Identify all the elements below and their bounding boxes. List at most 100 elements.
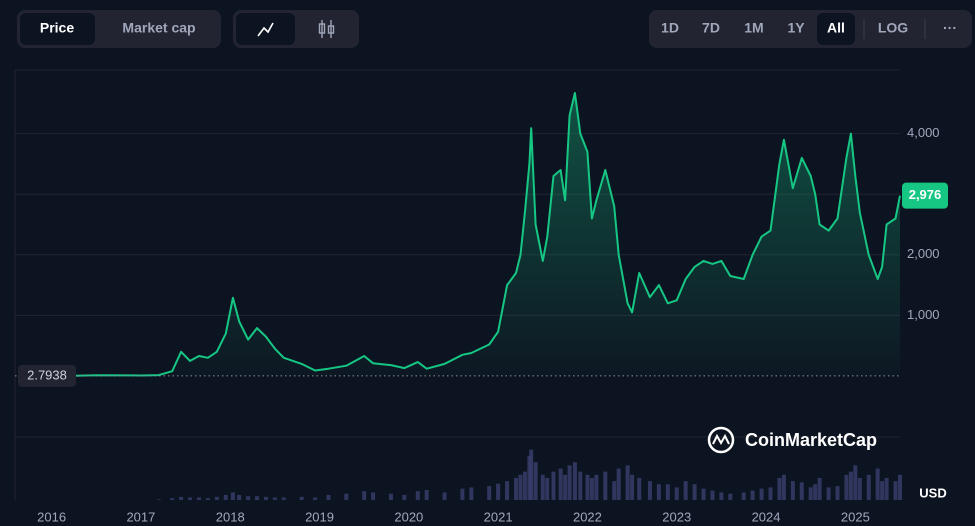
y-tick-label: 2,000 — [907, 246, 940, 261]
tab-active — [20, 13, 95, 45]
volume-bar — [563, 474, 568, 500]
volume-bar — [884, 477, 889, 500]
volume-bar — [853, 465, 858, 500]
volume-bar — [529, 449, 534, 500]
x-tick-label: 2017 — [126, 509, 155, 524]
volume-bar — [371, 492, 376, 500]
volume-bar — [272, 497, 277, 500]
volume-bar — [750, 490, 755, 500]
x-tick-label: 2018 — [216, 509, 245, 524]
tab[interactable]: Market cap — [122, 20, 195, 36]
volume-bar — [551, 471, 556, 500]
volume-bar — [415, 491, 420, 500]
volume-bar — [505, 481, 510, 500]
volume-bar — [898, 474, 902, 500]
volume-bar — [719, 492, 724, 500]
watermark-text: CoinMarketCap — [745, 430, 877, 450]
volume-bar — [223, 494, 228, 500]
volume-bar — [214, 496, 219, 500]
volume-bar — [362, 491, 367, 500]
volume-bar — [188, 497, 193, 500]
volume-bar — [170, 498, 175, 500]
volume-bar — [710, 490, 715, 500]
tab[interactable]: Price — [40, 20, 74, 36]
volume-bar — [799, 482, 804, 500]
volume-bar — [826, 487, 831, 500]
x-tick-label: 2023 — [662, 509, 691, 524]
volume-bar — [424, 489, 429, 500]
volume-bar — [759, 488, 764, 500]
price-area — [74, 93, 901, 376]
volume-bar — [281, 497, 286, 500]
range-button[interactable]: 1M — [744, 20, 763, 36]
volume-bar — [344, 493, 349, 500]
volume-bar — [866, 474, 871, 500]
range-button[interactable]: 7D — [702, 20, 720, 36]
volume-bar — [313, 497, 318, 500]
last-price-label: 2,976 — [909, 187, 942, 202]
line-icon — [257, 22, 274, 37]
volume-bar — [545, 477, 550, 500]
volume-bar — [589, 477, 594, 500]
volume-bar — [540, 474, 545, 500]
volume-bar — [585, 474, 590, 500]
x-tick-label: 2019 — [305, 509, 334, 524]
volume-bar — [558, 468, 563, 500]
watermark: CoinMarketCap — [707, 426, 877, 454]
volume-bar — [263, 496, 268, 500]
volume-bar — [402, 494, 407, 500]
range-button[interactable]: 1Y — [787, 20, 805, 36]
volume-bar — [674, 487, 679, 500]
volume-bar — [230, 492, 235, 500]
x-tick-label: 2022 — [573, 509, 602, 524]
volume-bar — [683, 481, 688, 500]
volume-bar — [594, 474, 599, 500]
volume-bar — [701, 488, 706, 500]
x-tick-label: 2021 — [484, 509, 513, 524]
x-tick-label: 2020 — [394, 509, 423, 524]
currency-label: USD — [919, 485, 946, 500]
volume-bar — [647, 481, 652, 500]
x-tick-label: 2016 — [37, 509, 66, 524]
volume-bar — [460, 488, 465, 500]
volume-bar — [487, 486, 492, 500]
volume-bar — [518, 474, 523, 500]
volume-bar — [513, 477, 518, 500]
volume-bar — [857, 477, 862, 500]
start-price-label: 2.7938 — [27, 367, 67, 382]
more-button[interactable]: ··· — [943, 20, 957, 36]
volume-bar — [630, 474, 635, 500]
volume-bar — [237, 494, 242, 500]
last-price-badge — [902, 182, 948, 209]
volume-bar — [880, 481, 885, 500]
volume-bar — [768, 487, 773, 500]
log-button[interactable]: LOG — [878, 20, 908, 36]
volume-bar — [179, 496, 184, 500]
volume-bar — [469, 487, 474, 500]
volume-bar — [875, 468, 880, 500]
volume-bar — [496, 483, 501, 500]
volume-bar — [533, 462, 538, 500]
x-tick-label: 2025 — [841, 509, 870, 524]
volume-bar — [781, 474, 786, 500]
volume-bar — [522, 471, 527, 500]
range-button[interactable]: 1D — [661, 20, 679, 36]
volume-bar — [616, 468, 621, 500]
volume-bar — [603, 471, 608, 500]
candle-icon[interactable] — [318, 20, 335, 38]
volume-bar — [637, 477, 642, 500]
volume-bar — [578, 471, 583, 500]
volume-bar — [156, 499, 161, 500]
volume-bar — [442, 492, 447, 500]
volume-bar — [205, 498, 210, 500]
volume-bar — [848, 471, 853, 500]
range-active — [817, 13, 855, 45]
volume-bar — [299, 496, 304, 500]
volume-bar — [728, 493, 733, 500]
volume-bar — [656, 484, 661, 500]
volume-bar — [813, 484, 818, 500]
y-tick-label: 4,000 — [907, 125, 940, 140]
volume-bar — [844, 474, 849, 500]
volume-bar — [777, 477, 782, 500]
range-button[interactable]: All — [827, 20, 845, 36]
